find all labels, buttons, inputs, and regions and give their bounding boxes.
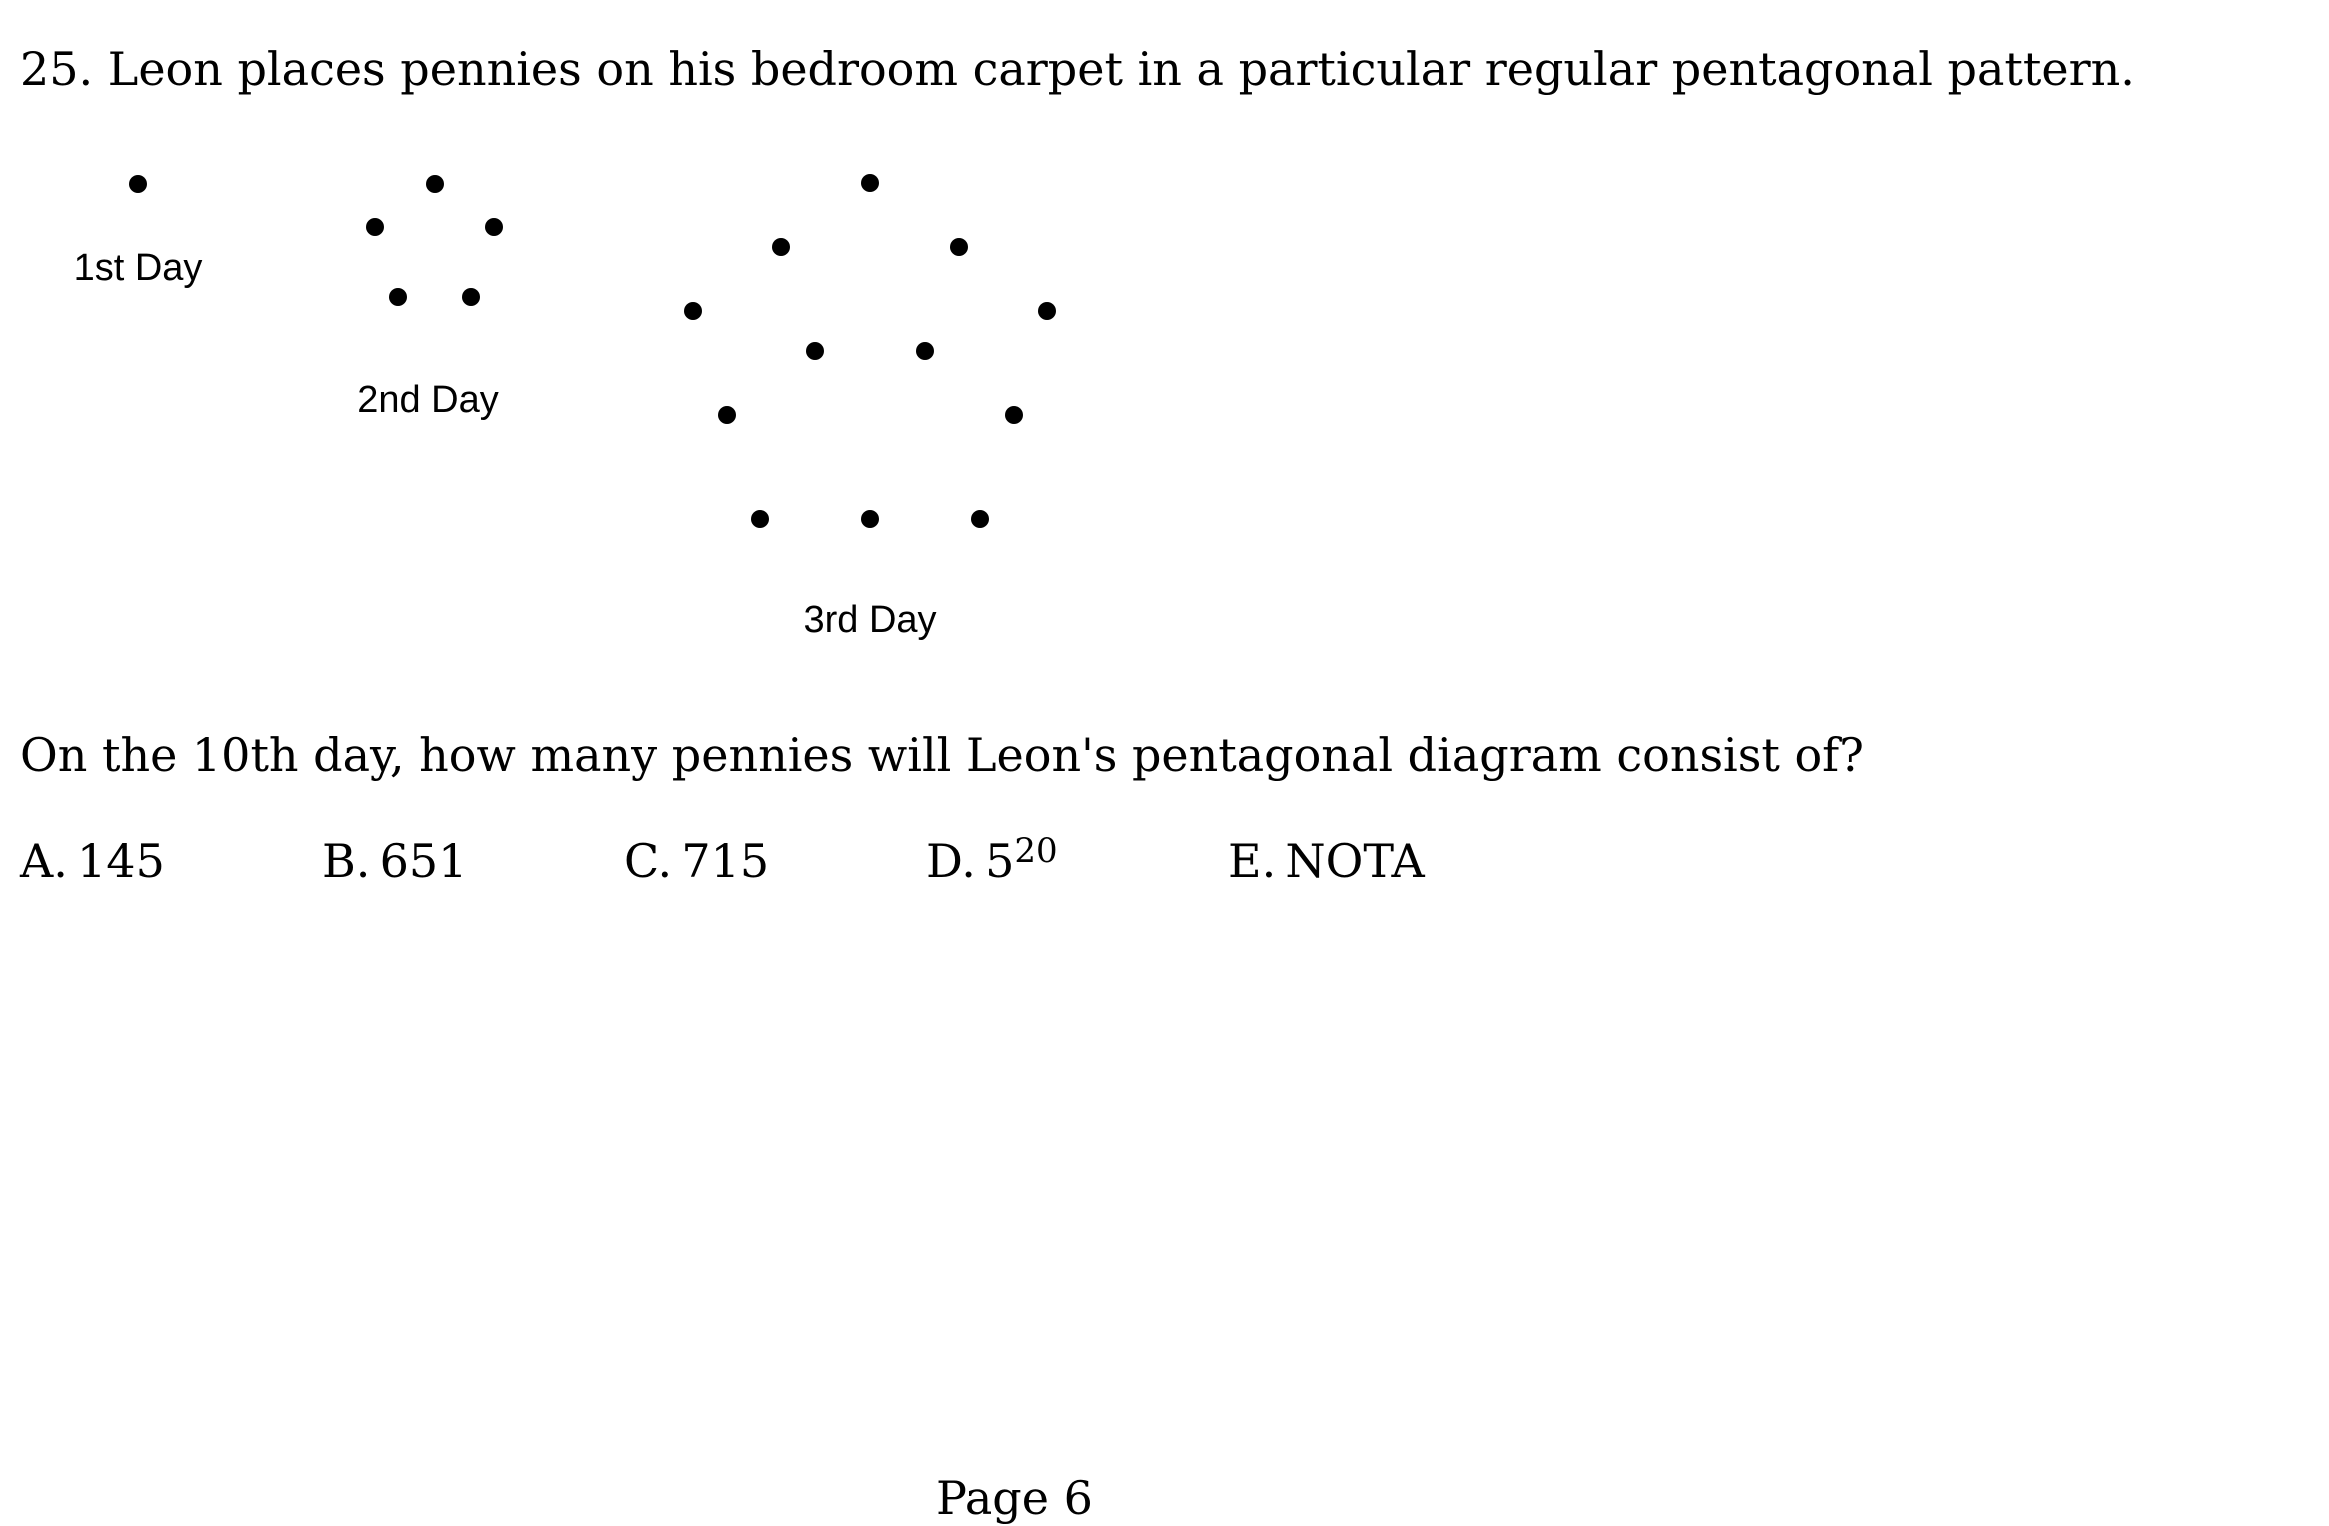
day-2-label: 2nd Day — [357, 379, 499, 421]
penny-dot — [806, 342, 824, 360]
penny-dot — [916, 342, 934, 360]
pentagonal-pattern-figure: 1st Day 2nd Day 3rd Day — [74, 174, 1056, 641]
choice-e: E. NOTA — [1228, 830, 1425, 892]
day-1-pattern: 1st Day — [74, 175, 203, 289]
choice-value: 145 — [77, 834, 165, 888]
followup-question: On the 10th day, how many pennies will L… — [20, 728, 1864, 782]
page-number: Page 6 — [936, 1471, 1093, 1525]
choice-a: A. 145 — [20, 830, 165, 892]
penny-dot — [861, 510, 879, 528]
choice-letter: E. — [1228, 834, 1277, 888]
choice-c: C. 715 — [624, 830, 769, 892]
choice-exponent: 20 — [1014, 831, 1058, 871]
choice-value: 715 — [681, 834, 770, 888]
day-3-label: 3rd Day — [803, 599, 936, 641]
penny-dot — [751, 510, 769, 528]
choice-letter: B. — [322, 834, 371, 888]
choice-value: 5 — [985, 834, 1015, 888]
day-2-pattern: 2nd Day — [357, 175, 503, 421]
choice-letter: A. — [20, 834, 68, 888]
choice-value: NOTA — [1285, 834, 1425, 888]
penny-dot — [971, 510, 989, 528]
penny-dot — [129, 175, 147, 193]
day-3-pattern: 3rd Day — [684, 174, 1056, 641]
penny-dot — [426, 175, 444, 193]
penny-dot — [389, 288, 407, 306]
penny-dot — [366, 218, 384, 236]
answer-choices: A. 145 B. 651 C. 715 D. 520 E. NOTA — [0, 830, 2329, 910]
day-1-label: 1st Day — [74, 247, 203, 289]
penny-dot — [718, 406, 736, 424]
choice-b: B. 651 — [322, 830, 467, 892]
question-text: 25. Leon places pennies on his bedroom c… — [20, 42, 2135, 96]
choice-value: 651 — [379, 834, 468, 888]
penny-dot — [772, 238, 790, 256]
penny-dot — [1038, 302, 1056, 320]
penny-dot — [1005, 406, 1023, 424]
penny-dot — [462, 288, 480, 306]
choice-d: D. 520 — [926, 830, 1058, 892]
penny-dot — [861, 174, 879, 192]
penny-dot — [485, 218, 503, 236]
penny-dot — [684, 302, 702, 320]
choice-letter: D. — [926, 834, 976, 888]
penny-dot — [950, 238, 968, 256]
choice-letter: C. — [624, 834, 673, 888]
